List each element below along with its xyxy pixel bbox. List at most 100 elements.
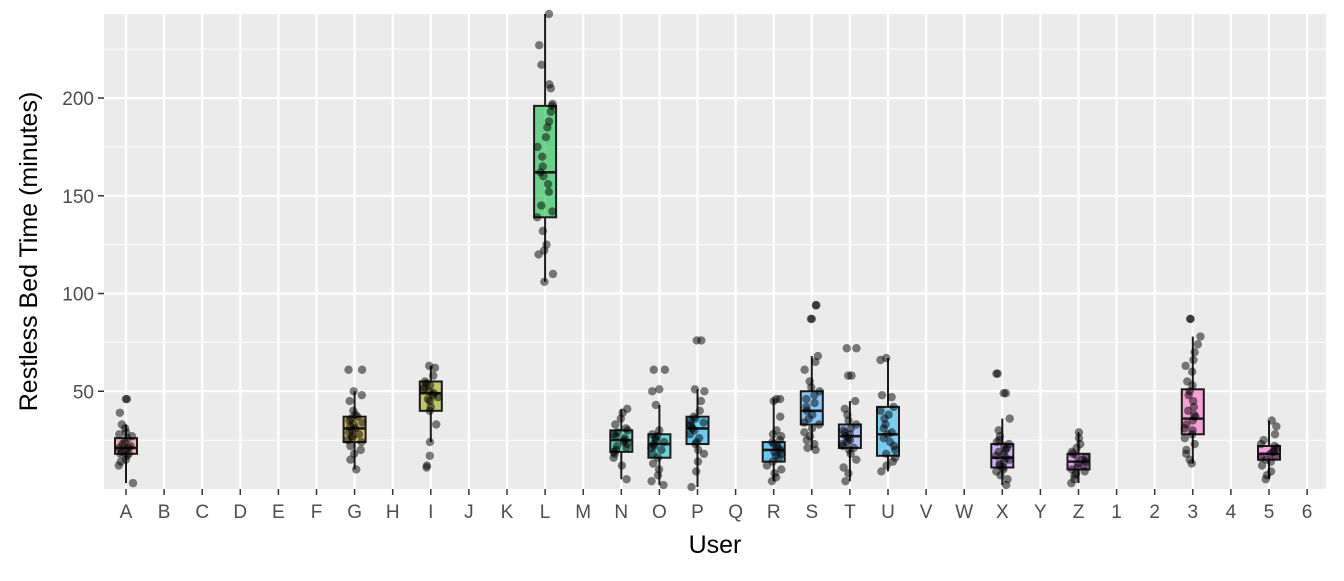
data-point: [546, 84, 556, 93]
data-point: [777, 465, 786, 474]
data-point: [356, 445, 365, 455]
data-point: [538, 152, 547, 161]
data-point: [611, 432, 620, 441]
x-tick-label: N: [614, 502, 628, 523]
data-point: [1272, 422, 1281, 431]
x-tick-label: O: [652, 502, 667, 523]
data-point: [1180, 424, 1190, 433]
data-point: [432, 420, 441, 429]
data-point: [810, 390, 819, 400]
data-point: [358, 418, 367, 427]
data-point: [622, 443, 631, 453]
data-point: [660, 365, 670, 374]
data-point: [881, 449, 891, 459]
data-point: [116, 449, 125, 459]
data-point: [648, 459, 658, 468]
x-tick-label: X: [996, 502, 1009, 523]
data-point: [879, 433, 888, 443]
data-point: [548, 207, 557, 216]
y-tick-label: 100: [62, 285, 94, 306]
data-point: [876, 355, 885, 365]
data-point: [1266, 457, 1276, 466]
data-point: [887, 392, 896, 402]
x-axis: A B C D E F G H I J K L M N O P Q R S T U V W X Y Z 1 2 3 4 5 6: [120, 489, 1312, 523]
data-point: [850, 396, 860, 406]
data-point: [357, 365, 367, 374]
data-point: [1196, 332, 1205, 341]
x-tick-label: A: [120, 502, 133, 523]
data-point: [1186, 314, 1195, 324]
data-point: [992, 369, 1001, 378]
data-point: [999, 389, 1008, 398]
data-point: [1271, 451, 1280, 460]
data-point: [541, 132, 551, 142]
y-tick-label: 50: [73, 382, 94, 403]
data-point: [128, 478, 138, 488]
data-point: [1001, 480, 1011, 490]
data-point: [882, 461, 891, 470]
data-point: [807, 424, 817, 433]
data-point: [537, 201, 546, 210]
data-point: [992, 451, 1001, 460]
x-tick-label: S: [805, 502, 818, 523]
data-point: [876, 406, 885, 416]
data-point: [357, 390, 367, 400]
data-point: [425, 451, 435, 460]
x-tick-label: 4: [1226, 502, 1237, 523]
data-point: [537, 60, 546, 70]
data-point: [429, 371, 438, 380]
data-point: [844, 371, 853, 380]
data-point: [846, 449, 855, 459]
data-point: [767, 476, 777, 486]
data-point: [345, 396, 354, 406]
data-point: [617, 461, 627, 470]
data-point: [1193, 340, 1203, 349]
data-point: [802, 435, 811, 445]
plot-panel: [104, 14, 1326, 489]
x-tick-label: 5: [1264, 502, 1275, 523]
data-point: [622, 475, 631, 484]
data-point: [1257, 461, 1267, 470]
data-point: [762, 461, 772, 470]
data-point: [352, 465, 361, 474]
data-point: [1080, 467, 1089, 476]
data-point: [774, 453, 784, 462]
data-point: [122, 394, 132, 404]
x-tick-label: Z: [1073, 502, 1085, 523]
data-point: [657, 445, 666, 455]
data-point: [346, 455, 355, 464]
data-point: [699, 449, 709, 459]
data-point: [548, 269, 558, 279]
data-point: [540, 277, 549, 286]
data-point: [769, 396, 778, 406]
data-point: [1267, 416, 1276, 425]
data-point: [693, 457, 703, 466]
x-tick-label: P: [691, 502, 704, 523]
data-point: [802, 394, 811, 404]
data-point: [653, 453, 663, 462]
data-point: [115, 408, 125, 417]
data-point: [768, 430, 778, 439]
data-point: [687, 482, 696, 492]
data-point: [1187, 459, 1196, 468]
data-point: [649, 365, 658, 374]
data-point: [692, 467, 701, 476]
data-point: [852, 455, 861, 464]
data-point: [533, 213, 542, 222]
data-point: [814, 420, 824, 429]
data-point: [655, 385, 664, 394]
data-point: [812, 301, 821, 310]
data-point: [890, 445, 900, 455]
data-point: [1074, 428, 1084, 437]
data-point: [807, 383, 816, 392]
data-point: [1184, 406, 1193, 416]
data-point: [611, 420, 620, 429]
data-point: [1189, 355, 1198, 365]
data-point: [1187, 430, 1197, 439]
data-point: [811, 357, 820, 367]
data-point: [877, 390, 887, 400]
data-point: [888, 457, 898, 466]
data-point: [842, 344, 851, 353]
data-point: [852, 344, 861, 353]
